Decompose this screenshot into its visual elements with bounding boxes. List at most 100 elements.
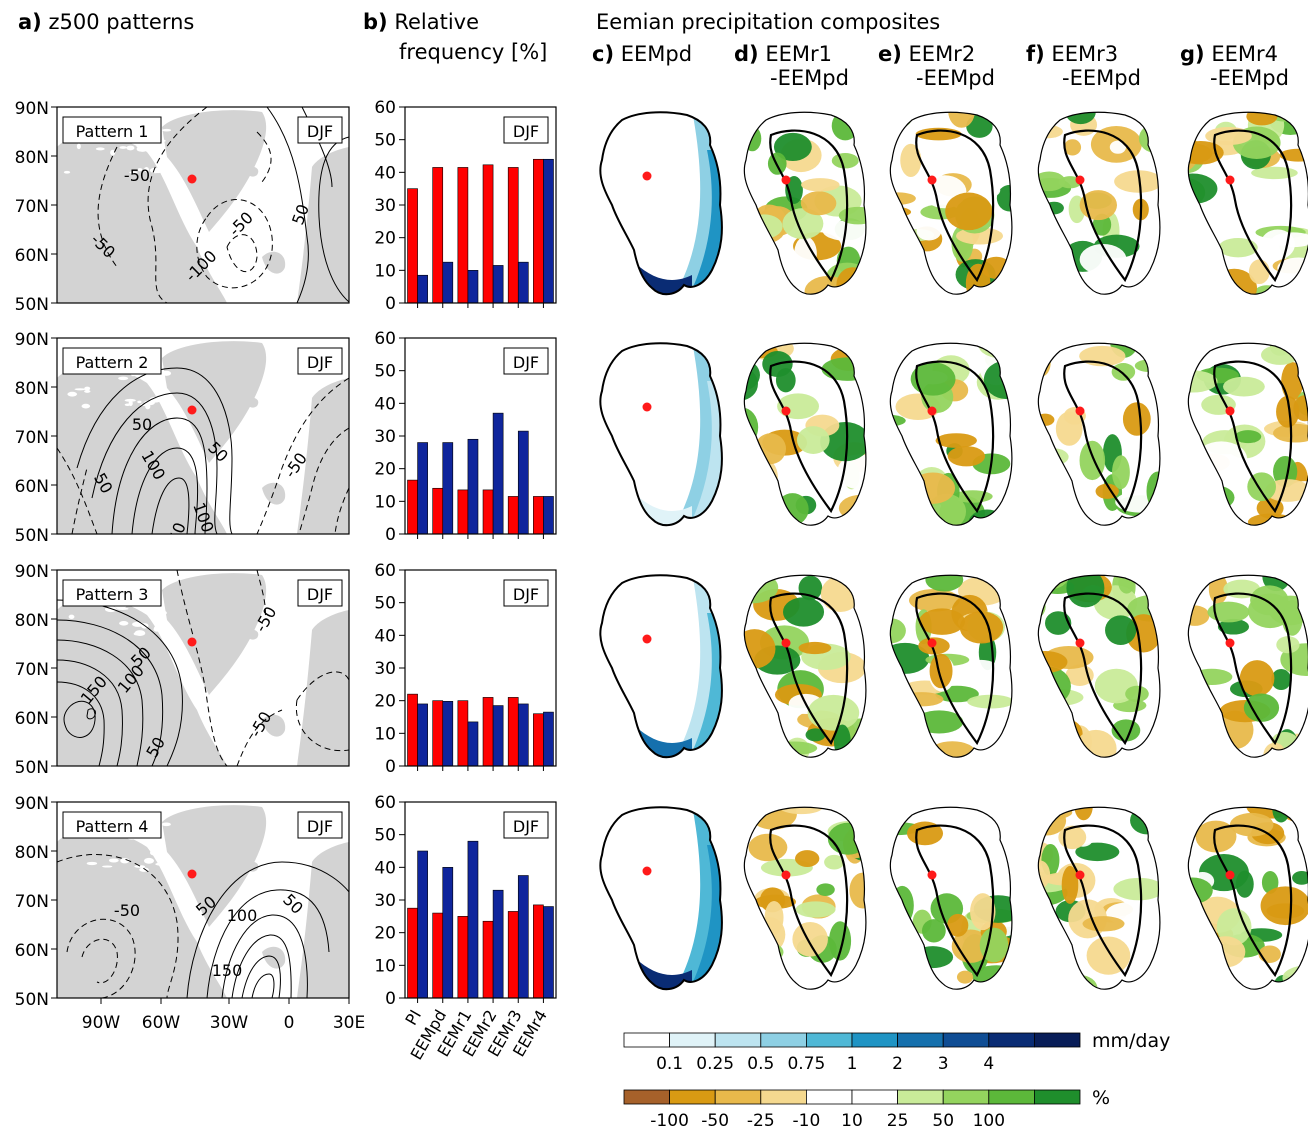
greenland-map-r3-c5: [1187, 574, 1308, 758]
diff-blob: [798, 641, 832, 655]
greenland-outline: [1187, 342, 1308, 526]
y-tick-label: 30: [374, 196, 396, 216]
diff-blob: [966, 114, 993, 138]
diff-blob: [956, 970, 974, 984]
diff-blob: [1234, 430, 1262, 444]
panel-g-header-line2: -EEMpd: [1210, 66, 1289, 90]
diff-blob: [1122, 402, 1151, 436]
lat-tick-label: 70N: [15, 660, 49, 680]
y-tick-label: 0: [385, 989, 396, 1009]
diff-blob: [960, 659, 1002, 684]
greenland-outline: [743, 574, 867, 758]
diff-blob: [1045, 371, 1076, 403]
bar-blue-EEMr2: [492, 265, 504, 304]
diff-blob: [947, 913, 969, 937]
diff-blob: [1038, 719, 1055, 756]
water-speckle: [137, 147, 148, 152]
diff-blob: [748, 833, 788, 862]
greenland-map-r1-c5: [1187, 111, 1308, 295]
panel-e-header-line2: -EEMpd: [916, 66, 995, 90]
diff-blob: [1061, 865, 1079, 904]
land-mass: [162, 341, 267, 463]
diff-blob: [890, 256, 896, 275]
positive-contour: [57, 619, 164, 766]
diff-blob: [1000, 512, 1012, 526]
diff-blob: [910, 362, 956, 396]
land-mass: [162, 110, 267, 232]
colorbar-box: [942, 1032, 990, 1048]
greenland-outline: [599, 806, 723, 991]
diff-blob: [1098, 380, 1124, 400]
y-tick-label: 30: [374, 427, 396, 447]
diff-blob: [1086, 936, 1131, 975]
bar-red-EEMpd: [432, 167, 444, 304]
negative-contour: [256, 131, 272, 183]
y-tick-label: 20: [374, 692, 396, 712]
diff-blob: [816, 883, 835, 897]
water-speckle: [150, 849, 158, 856]
station-dot: [1225, 406, 1235, 416]
diff-blob: [792, 921, 828, 957]
diff-blob: [764, 900, 784, 935]
diff-blob: [899, 692, 944, 707]
negative-contour: [296, 671, 349, 701]
water-speckle: [119, 146, 127, 149]
water-speckle: [137, 168, 143, 172]
diff-blob: [1255, 285, 1279, 295]
diff-blob: [776, 493, 809, 526]
bar-red-EEMr3: [507, 697, 519, 767]
bar-blue-EEMr4: [543, 711, 554, 767]
positive-contour: [111, 417, 208, 534]
diff-blob: [1216, 908, 1252, 946]
positive-contour: [57, 659, 123, 766]
land-mass: [262, 714, 286, 737]
diff-blob: [838, 206, 866, 225]
diff-blob: [970, 893, 996, 931]
station-dot: [781, 406, 791, 416]
diff-blob: [1207, 601, 1250, 623]
greenland-outline: [1037, 342, 1161, 526]
bar-red-PI: [407, 479, 418, 535]
bar-red-EEMr2: [482, 697, 494, 767]
colorbar-box: [851, 1032, 898, 1048]
diff-blob: [1271, 668, 1292, 691]
diff-blob: [1038, 348, 1051, 377]
station-dot: [187, 869, 197, 879]
bar-red-EEMpd: [432, 487, 444, 535]
land-mass: [57, 597, 227, 766]
greenland-outline: [743, 342, 867, 526]
y-tick-label: 40: [374, 394, 396, 414]
bar-blue-EEMr1: [467, 721, 479, 767]
bar-blue-EEMpd: [442, 261, 454, 304]
diff-blob: [1038, 233, 1052, 266]
lon-axis: 90W 60W 30W 0 30E: [82, 998, 365, 1033]
positive-contour: [251, 973, 275, 998]
diff-blob: [1276, 395, 1300, 428]
diff-blob: [805, 728, 826, 742]
colorbar-box: [851, 1089, 898, 1105]
diff-blob: [983, 981, 1012, 990]
negative-contour: [81, 938, 118, 984]
greenland-outline: [599, 574, 723, 759]
colorbar-label: 0.25: [696, 1054, 734, 1074]
precip-colorbar: 0.1 0.25 0.5 0.75 1 2 3 4 mm/day: [623, 1030, 1170, 1074]
lat-tick-label: 50N: [15, 990, 49, 1010]
water-speckle: [132, 622, 142, 626]
pattern-label-box: [62, 579, 162, 607]
colorbar-label: 2: [892, 1054, 903, 1074]
colorbar-box: [1034, 1089, 1081, 1105]
season-label: DJF: [307, 353, 333, 372]
greenland-map-r1-c2: [743, 111, 867, 295]
station-dot: [1225, 175, 1235, 185]
positive-contour: [221, 914, 308, 998]
diff-blob: [918, 608, 966, 635]
greenland-map-r1-c4: [1037, 111, 1161, 295]
diff-blob: [890, 666, 902, 705]
diff-blob: [822, 220, 866, 242]
panel-f-header: f) EEMr3: [1026, 42, 1119, 66]
colorbar-label: 1: [847, 1054, 858, 1074]
diff-blob: [744, 807, 762, 823]
water-speckle: [84, 389, 91, 393]
